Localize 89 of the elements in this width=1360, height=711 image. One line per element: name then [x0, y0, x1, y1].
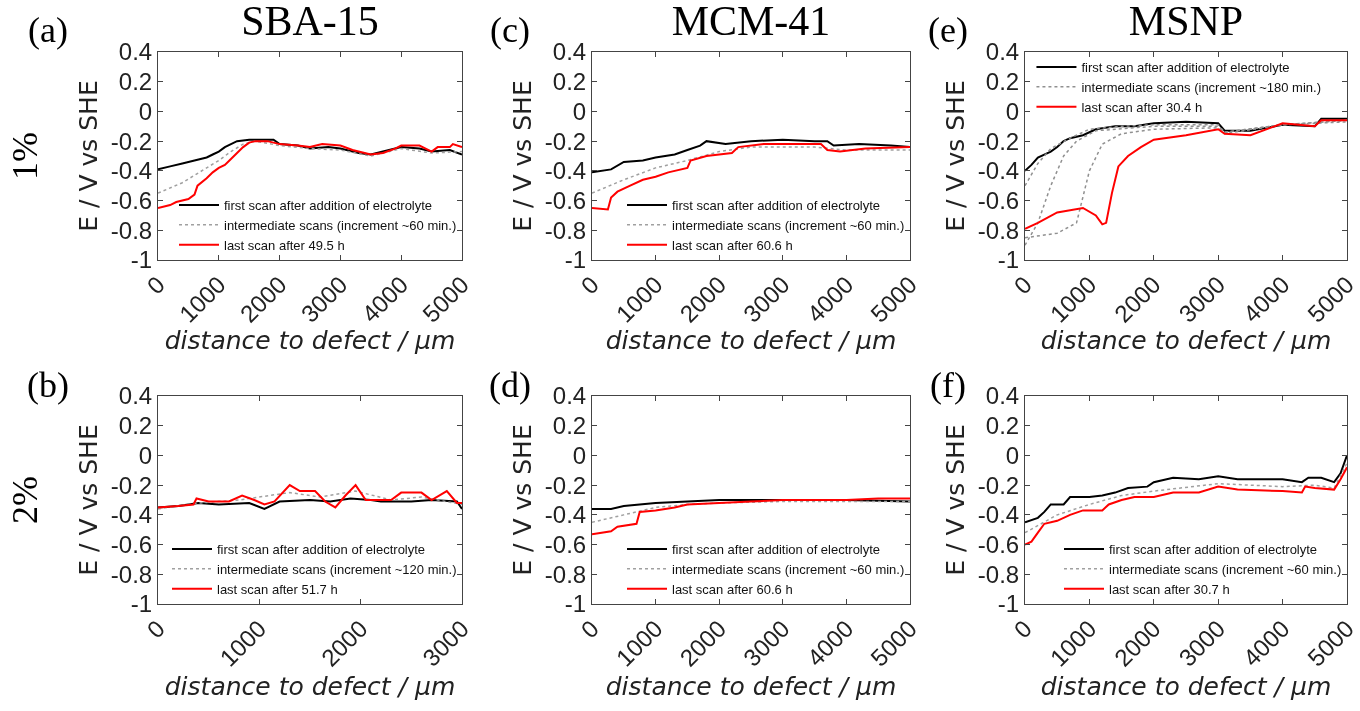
- y-tick-label: 0: [138, 441, 153, 469]
- y-tick-label: -1: [130, 590, 153, 618]
- legend-label: first scan after addition of electrolyte: [672, 542, 881, 558]
- y-tick-label: 0: [572, 97, 587, 125]
- x-axis-title: distance to defect / μm: [1040, 671, 1332, 701]
- y-tick-label: -1: [564, 590, 587, 618]
- y-tick-label: 0.2: [552, 68, 587, 96]
- y-tick-label: -0.4: [977, 501, 1020, 529]
- y-tick-label: 0.4: [552, 382, 587, 410]
- legend-label: last scan after 60.6 h: [672, 237, 793, 253]
- y-tick-label: -0.4: [977, 157, 1020, 185]
- y-tick-label: -0.2: [544, 127, 587, 155]
- chart-title: MCM-41: [671, 0, 831, 45]
- y-tick-label: 0.2: [118, 412, 153, 440]
- x-axis-title: distance to defect / μm: [164, 671, 456, 701]
- y-tick-label: -0.2: [977, 127, 1020, 155]
- text: 1%: [5, 132, 45, 180]
- legend-label: last scan after 60.6 h: [672, 581, 793, 597]
- x-axis-title: distance to defect / μm: [1040, 326, 1332, 355]
- legend-label: last scan after 30.4 h: [1081, 99, 1203, 115]
- text: (d): [489, 365, 531, 405]
- y-tick-label: 0.4: [552, 38, 587, 66]
- y-tick-label: -0.4: [110, 501, 153, 529]
- text: (a): [28, 10, 68, 50]
- chart-title: MSNP: [1128, 0, 1244, 45]
- y-axis-title: E / V vs SHE: [73, 424, 103, 576]
- y-tick-label: -1: [997, 590, 1020, 618]
- y-axis-title: E / V vs SHE: [73, 80, 103, 232]
- y-tick-label: -0.4: [544, 157, 587, 185]
- y-tick-label: -1: [130, 246, 153, 274]
- legend-label: last scan after 51.7 h: [217, 581, 338, 597]
- legend-label: intermediate scans (increment ~60 min.): [672, 561, 905, 577]
- y-tick-label: 0.4: [985, 382, 1020, 410]
- legend-label: intermediate scans (increment ~60 min.): [224, 217, 457, 233]
- y-tick-label: -0.6: [544, 186, 587, 214]
- text: (e): [928, 10, 968, 50]
- text: (b): [27, 365, 69, 405]
- x-axis-title: distance to defect / μm: [605, 326, 897, 355]
- y-tick-label: -0.8: [110, 216, 153, 244]
- y-tick-label: 0.2: [118, 68, 153, 96]
- y-tick-label: 0: [1005, 97, 1020, 125]
- legend-label: first scan after addition of electrolyte: [1081, 60, 1290, 76]
- legend-label: first scan after addition of electrolyte: [224, 198, 433, 214]
- y-tick-label: -0.6: [977, 530, 1020, 558]
- legend-label: first scan after addition of electrolyte: [1109, 542, 1318, 558]
- text: (f): [930, 365, 966, 405]
- text: (c): [490, 10, 530, 50]
- legend-label: intermediate scans (increment ~60 min.): [1109, 561, 1342, 577]
- legend-label: last scan after 49.5 h: [224, 237, 345, 253]
- y-tick-label: -0.6: [977, 186, 1020, 214]
- y-tick-label: -0.2: [110, 471, 153, 499]
- y-tick-label: -0.2: [110, 127, 153, 155]
- y-tick-label: -0.4: [544, 501, 587, 529]
- x-axis-title: distance to defect / μm: [605, 671, 897, 701]
- y-tick-label: 0: [1005, 441, 1020, 469]
- y-tick-label: -1: [997, 246, 1020, 274]
- y-axis-title: E / V vs SHE: [940, 80, 970, 232]
- legend-label: first scan after addition of electrolyte: [217, 542, 426, 558]
- legend-label: first scan after addition of electrolyte: [672, 198, 881, 214]
- x-axis-title: distance to defect / μm: [164, 326, 456, 355]
- legend-label: intermediate scans (increment ~60 min.): [672, 217, 905, 233]
- y-tick-label: -0.8: [977, 216, 1020, 244]
- y-tick-label: 0: [572, 441, 587, 469]
- y-tick-label: -1: [564, 246, 587, 274]
- y-tick-label: -0.2: [544, 471, 587, 499]
- y-tick-label: 0: [138, 97, 153, 125]
- y-tick-label: -0.8: [544, 216, 587, 244]
- text: 2%: [5, 476, 45, 524]
- y-tick-label: -0.6: [110, 186, 153, 214]
- y-tick-label: 0.4: [985, 38, 1020, 66]
- y-axis-title: E / V vs SHE: [507, 80, 537, 232]
- y-tick-label: 0.2: [985, 68, 1020, 96]
- y-tick-label: 0.4: [118, 38, 153, 66]
- legend-label: intermediate scans (increment ~180 min.): [1081, 79, 1321, 95]
- y-tick-label: 0.2: [552, 412, 587, 440]
- y-tick-label: 0.4: [118, 382, 153, 410]
- y-axis-title: E / V vs SHE: [940, 424, 970, 576]
- y-tick-label: -0.4: [110, 157, 153, 185]
- y-tick-label: 0.2: [985, 412, 1020, 440]
- y-tick-label: -0.8: [110, 560, 153, 588]
- y-tick-label: -0.8: [544, 560, 587, 588]
- y-tick-label: -0.6: [544, 530, 587, 558]
- legend-label: intermediate scans (increment ~120 min.): [217, 561, 457, 577]
- y-tick-label: -0.8: [977, 560, 1020, 588]
- legend-label: last scan after 30.7 h: [1109, 581, 1230, 597]
- y-tick-label: -0.2: [977, 471, 1020, 499]
- y-tick-label: -0.6: [110, 530, 153, 558]
- chart-title: SBA-15: [241, 0, 379, 45]
- y-axis-title: E / V vs SHE: [507, 424, 537, 576]
